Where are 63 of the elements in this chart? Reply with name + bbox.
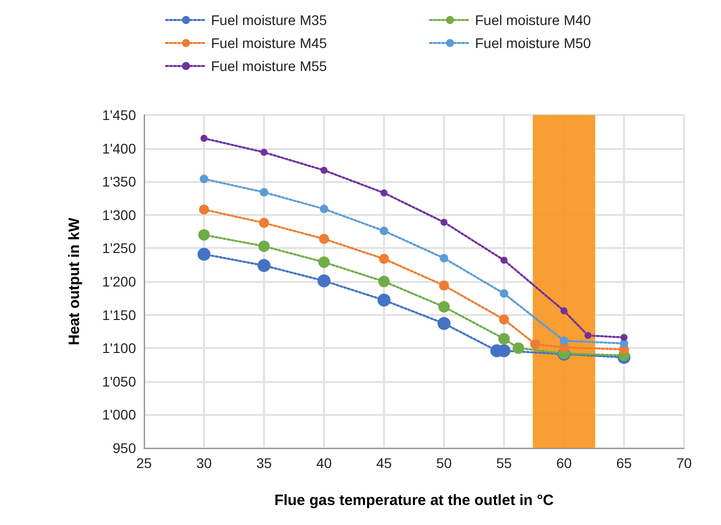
- y-tick-label: 1'100: [102, 340, 136, 356]
- legend-label: Fuel moisture M35: [211, 12, 328, 28]
- point: [380, 189, 388, 196]
- point: [560, 336, 568, 346]
- point: [320, 204, 328, 214]
- point: [200, 174, 208, 184]
- point: [620, 334, 628, 341]
- point: [200, 134, 208, 142]
- x-tick-label: 65: [616, 455, 632, 471]
- legend-label: Fuel moisture M40: [475, 12, 592, 28]
- point: [319, 234, 329, 244]
- legend-label: Fuel moisture M55: [211, 58, 328, 74]
- x-tick-label: 35: [256, 455, 272, 471]
- point: [260, 188, 268, 197]
- y-tick-label: 1'050: [102, 373, 136, 390]
- y-tick-label: 1'300: [102, 206, 136, 223]
- point: [439, 280, 449, 290]
- y-tick-label: 1'150: [102, 306, 136, 323]
- point: [380, 226, 388, 236]
- y-tick-label: 1'250: [102, 240, 136, 256]
- point: [440, 218, 448, 226]
- point: [318, 256, 330, 268]
- y-axis-title: Heat output in kW: [66, 216, 83, 346]
- y-tick-label: 1'000: [102, 406, 136, 423]
- point: [259, 218, 269, 228]
- x-tick-label: 45: [376, 455, 392, 471]
- point: [512, 342, 524, 354]
- x-tick-label: 70: [676, 455, 692, 471]
- point: [500, 256, 508, 264]
- legend-label: Fuel moisture M45: [211, 35, 328, 51]
- x-tick-label: 60: [556, 455, 572, 471]
- x-tick-label: 25: [136, 455, 152, 471]
- x-axis-title: Flue gas temperature at the outlet in °C: [274, 492, 554, 509]
- point: [320, 166, 328, 174]
- x-tick-label: 40: [316, 455, 332, 471]
- x-tick-label: 30: [196, 455, 212, 471]
- y-tick-label: 1'450: [102, 107, 136, 123]
- point: [260, 148, 268, 156]
- point: [499, 314, 509, 324]
- point: [440, 254, 448, 262]
- point: [378, 294, 390, 307]
- point: [498, 333, 510, 345]
- point: [379, 254, 389, 264]
- y-tick-label: 1'200: [102, 274, 136, 290]
- point: [378, 276, 390, 288]
- legend-label: Fuel moisture M50: [475, 35, 592, 51]
- y-tick-label: 1'400: [102, 140, 136, 156]
- point: [530, 339, 540, 350]
- point: [258, 259, 270, 272]
- point: [500, 289, 508, 298]
- y-tick-label: 1'350: [102, 174, 136, 190]
- point: [438, 301, 450, 313]
- point: [199, 204, 209, 215]
- point: [438, 316, 450, 330]
- x-tick-label: 50: [436, 455, 452, 471]
- point: [198, 229, 210, 241]
- point: [560, 307, 568, 314]
- point: [258, 240, 270, 252]
- y-tick-label: 950: [112, 440, 136, 456]
- point: [318, 274, 330, 288]
- x-tick-label: 55: [496, 455, 512, 471]
- point: [584, 332, 592, 339]
- point: [198, 248, 210, 261]
